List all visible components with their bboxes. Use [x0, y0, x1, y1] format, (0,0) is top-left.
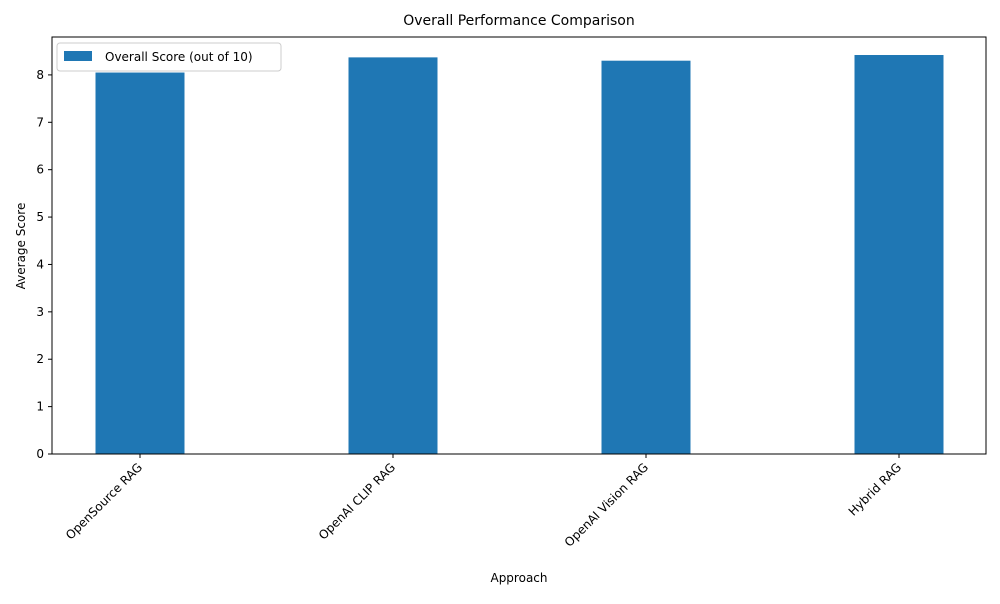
legend: Overall Score (out of 10): [56, 42, 282, 72]
legend-swatch: [64, 51, 92, 61]
y-tick-label: 2: [36, 352, 44, 366]
bars-layer: [95, 55, 944, 455]
y-tick-label: 8: [36, 68, 44, 82]
bar-hybrid-rag: [854, 55, 944, 455]
bar-openai-vision-rag: [601, 60, 691, 455]
legend-box: [56, 42, 282, 72]
bar-opensource-rag: [95, 72, 185, 455]
y-axis-label: Average Score: [14, 203, 28, 290]
y-tick-label: 5: [36, 210, 44, 224]
y-tick-label: 6: [36, 163, 44, 177]
plot-frame: [51, 36, 987, 455]
y-tick-label: 1: [36, 400, 44, 414]
x-tick-label: Hybrid RAG: [846, 460, 904, 518]
y-tick-label: 0: [36, 447, 44, 461]
legend-label: Overall Score (out of 10): [105, 50, 253, 64]
x-tick-label: OpenAI CLIP RAG: [316, 460, 398, 542]
y-tick-label: 7: [36, 115, 44, 129]
x-tick-label: OpenSource RAG: [63, 460, 145, 542]
bar-openai-clip-rag: [348, 57, 438, 455]
x-tick-label: OpenAI Vision RAG: [562, 460, 651, 549]
chart-title: Overall Performance Comparison: [403, 13, 634, 29]
y-tick-label: 4: [36, 257, 44, 271]
y-tick-label: 3: [36, 305, 44, 319]
x-axis-label: Approach: [490, 571, 547, 585]
axes-layer: [51, 36, 987, 455]
